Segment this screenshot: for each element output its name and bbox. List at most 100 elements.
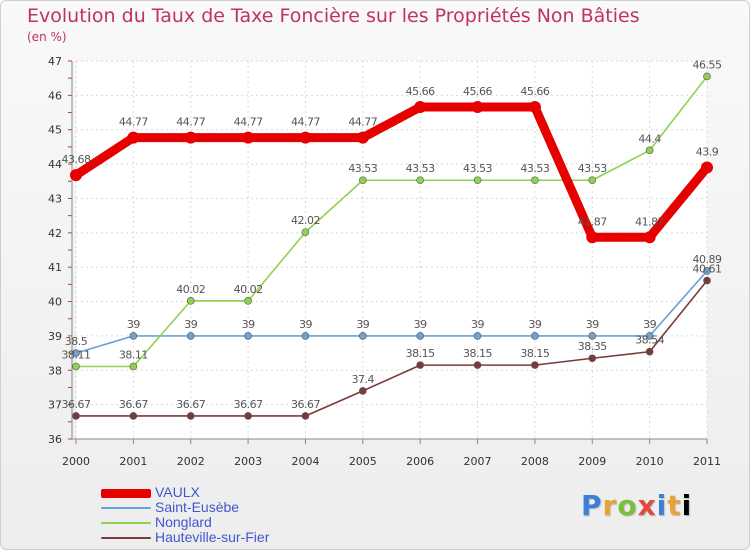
x-tick-label: 2000 [62, 455, 90, 468]
data-label-saint-eusebe: 39 [127, 318, 140, 331]
x-tick-label: 2003 [234, 455, 262, 468]
data-point-nonglard [129, 362, 138, 371]
data-label-vaulx: 44.77 [234, 116, 263, 129]
data-label-saint-eusebe: 38.5 [65, 335, 88, 348]
legend-swatch-vaulx [101, 489, 151, 498]
x-tick-label: 2006 [406, 455, 434, 468]
data-label-vaulx: 45.66 [463, 85, 492, 98]
data-point-saint-eusebe [473, 332, 482, 340]
data-label-saint-eusebe: 39 [414, 318, 427, 331]
data-point-saint-eusebe [244, 332, 252, 340]
data-point-nonglard [72, 362, 80, 371]
data-label-vaulx: 44.77 [119, 116, 148, 129]
data-label-hauteville-sur-fier: 38.15 [463, 347, 492, 360]
chart-unit-label: (en %) [27, 30, 67, 44]
series-line-saint-eusebe [75, 270, 708, 354]
data-point-nonglard [186, 297, 195, 305]
data-label-saint-eusebe: 39 [356, 318, 369, 331]
data-point-vaulx [471, 101, 484, 114]
x-tick-label: 2008 [521, 455, 549, 468]
data-point-hauteville-sur-fier [473, 361, 482, 369]
data-label-vaulx: 41.87 [578, 215, 607, 228]
data-label-nonglard: 38.11 [119, 348, 148, 361]
data-label-nonglard: 43.53 [578, 162, 607, 175]
logo-letter: i [681, 489, 693, 522]
data-point-nonglard [645, 146, 654, 155]
logo-letter: x [637, 489, 657, 522]
legend-label-hauteville-sur-fier: Hauteville-sur-Fier [155, 529, 270, 545]
data-point-nonglard [703, 72, 711, 81]
data-label-hauteville-sur-fier: 36.67 [119, 398, 148, 411]
logo-letter: o [617, 489, 638, 522]
series-line-hauteville-sur-fier [75, 279, 708, 417]
data-label-nonglard: 46.55 [693, 58, 722, 71]
y-tick-label: 47 [48, 55, 62, 68]
data-label-vaulx: 44.77 [176, 116, 205, 129]
logo-letter: i [656, 489, 668, 522]
data-label-vaulx: 44.77 [348, 116, 377, 129]
data-point-nonglard [244, 297, 252, 305]
data-label-nonglard: 40.02 [176, 283, 205, 296]
data-label-hauteville-sur-fier: 38.15 [406, 347, 435, 360]
data-label-hauteville-sur-fier: 36.67 [62, 398, 91, 411]
data-label-hauteville-sur-fier: 40.61 [693, 263, 722, 276]
data-label-hauteville-sur-fier: 36.67 [176, 398, 205, 411]
legend-label-saint-eusebe: Saint-Eusèbe [155, 499, 240, 515]
data-point-vaulx [184, 131, 197, 144]
data-point-saint-eusebe [531, 332, 539, 340]
data-point-hauteville-sur-fier [72, 412, 80, 420]
x-tick-label: 2011 [693, 455, 721, 468]
data-label-hauteville-sur-fier: 38.35 [578, 340, 607, 353]
data-point-nonglard [588, 176, 597, 185]
series-line-vaulx [71, 102, 712, 242]
data-point-hauteville-sur-fier [244, 412, 252, 420]
data-point-hauteville-sur-fier [359, 387, 367, 395]
data-point-nonglard [301, 228, 310, 236]
data-point-hauteville-sur-fier [531, 361, 539, 369]
legend-label-vaulx: VAULX [155, 484, 200, 500]
data-point-hauteville-sur-fier [186, 412, 195, 420]
data-point-vaulx [586, 231, 599, 244]
legend-label-nonglard: Nonglard [155, 514, 212, 530]
data-point-hauteville-sur-fier [645, 347, 654, 356]
data-point-saint-eusebe [359, 332, 367, 340]
data-label-nonglard: 38.11 [62, 348, 91, 361]
legend-swatch-saint-eusebe [101, 507, 151, 509]
data-point-nonglard [416, 176, 424, 185]
data-point-saint-eusebe [645, 332, 654, 340]
data-point-vaulx [356, 131, 369, 144]
x-tick-label: 2005 [349, 455, 377, 468]
data-label-hauteville-sur-fier: 37.4 [352, 373, 375, 386]
data-point-hauteville-sur-fier [129, 412, 138, 420]
y-tick-label: 36 [48, 433, 62, 446]
x-tick-label: 2001 [119, 455, 147, 468]
y-tick-label: 45 [48, 124, 62, 137]
chart-title: Evolution du Taux de Taxe Foncière sur l… [27, 5, 640, 27]
legend-swatch-nonglard [101, 522, 151, 524]
x-tick-label: 2002 [177, 455, 205, 468]
data-point-saint-eusebe [416, 332, 424, 340]
y-tick-label: 37 [48, 399, 62, 412]
data-label-nonglard: 44.4 [638, 132, 661, 145]
data-label-hauteville-sur-fier: 38.54 [635, 334, 664, 347]
data-point-vaulx [643, 231, 656, 244]
data-point-saint-eusebe [72, 349, 80, 357]
data-label-nonglard: 43.53 [406, 162, 435, 175]
data-label-hauteville-sur-fier: 36.67 [291, 398, 320, 411]
data-label-vaulx: 43.9 [696, 146, 719, 159]
data-point-vaulx [299, 131, 312, 144]
data-label-vaulx: 44.77 [291, 116, 320, 129]
data-label-vaulx: 45.66 [520, 85, 549, 98]
legend-swatch-hauteville-sur-fier [101, 537, 151, 539]
data-point-vaulx [70, 169, 82, 182]
data-label-hauteville-sur-fier: 38.15 [520, 347, 549, 360]
data-point-vaulx [127, 131, 140, 144]
data-label-vaulx: 45.66 [406, 85, 435, 98]
y-tick-label: 43 [48, 192, 62, 205]
y-tick-label: 42 [48, 227, 62, 240]
logo-letter: r [602, 489, 618, 522]
data-point-hauteville-sur-fier [416, 361, 424, 369]
data-point-nonglard [359, 176, 367, 185]
x-tick-label: 2010 [636, 455, 664, 468]
